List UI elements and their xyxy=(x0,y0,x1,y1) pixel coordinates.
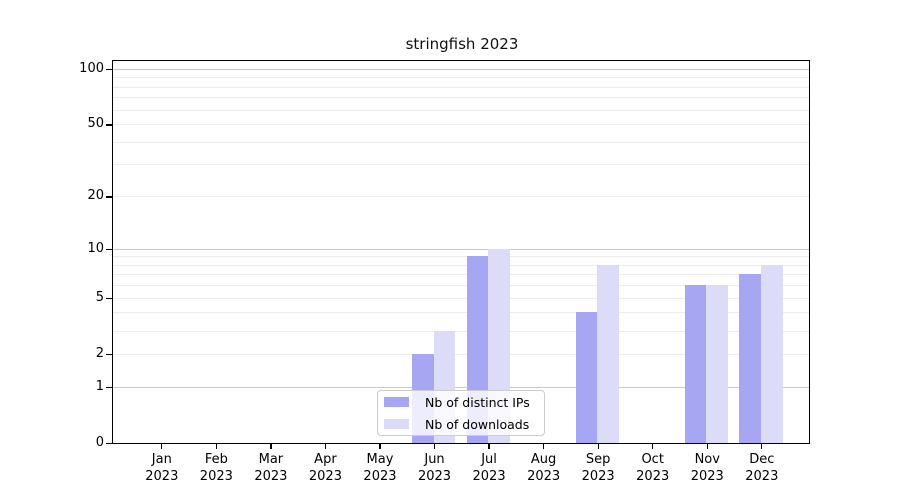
y-tick-5 xyxy=(106,297,112,300)
gridline-minor-80 xyxy=(113,86,809,88)
legend-item-distinct-ips: Nb of distinct IPs xyxy=(384,393,544,412)
y-tick-label-2: 2 xyxy=(95,346,104,362)
gridline-minor-8 xyxy=(113,264,809,266)
x-tick-label-Aug: Aug 2023 xyxy=(527,451,561,484)
gridline-major-10 xyxy=(113,248,809,250)
y-tick-20 xyxy=(106,196,112,198)
bar-distinct-ips-Nov xyxy=(684,285,707,443)
y-tick-1 xyxy=(106,386,112,389)
gridline-minor-9 xyxy=(113,256,809,258)
y-tick-label-50: 50 xyxy=(87,116,104,132)
x-tick-Aug xyxy=(542,443,545,450)
gridline-minor-7 xyxy=(113,274,809,276)
x-tick-label-Apr: Apr 2023 xyxy=(308,451,342,484)
gridline-minor-5 xyxy=(113,297,809,299)
gridline-major-100 xyxy=(113,68,809,70)
gridline-minor-50 xyxy=(113,124,809,126)
x-tick-Nov xyxy=(706,443,708,450)
x-tick-label-Dec: Dec 2023 xyxy=(745,451,779,484)
bar-downloads-Sep xyxy=(597,264,619,443)
x-tick-label-Jan: Jan 2023 xyxy=(145,451,179,484)
y-tick-0 xyxy=(106,443,112,445)
x-tick-label-Feb: Feb 2023 xyxy=(199,451,233,484)
legend-label-distinct-ips: Nb of distinct IPs xyxy=(425,394,530,410)
y-tick-label-1: 1 xyxy=(95,379,104,395)
gridline-minor-20 xyxy=(113,196,809,198)
y-tick-2 xyxy=(106,354,112,356)
gridline-major-1 xyxy=(113,386,809,388)
gridline-minor-2 xyxy=(113,353,809,355)
y-tick-50 xyxy=(106,124,112,126)
y-tick-label-0: 0 xyxy=(95,435,104,451)
x-tick-label-Jun: Jun 2023 xyxy=(417,451,452,484)
x-tick-label-May: May 2023 xyxy=(363,451,397,484)
x-tick-Jun xyxy=(433,443,436,450)
x-tick-May xyxy=(379,443,381,450)
bar-downloads-Dec xyxy=(761,264,783,443)
x-tick-label-Jul: Jul 2023 xyxy=(472,451,506,484)
x-tick-label-Nov: Nov 2023 xyxy=(690,451,724,484)
plot-area: Nb of distinct IPs Nb of downloads xyxy=(112,60,810,444)
x-tick-Mar xyxy=(270,443,272,450)
gridline-minor-40 xyxy=(113,141,809,143)
legend: Nb of distinct IPs Nb of downloads xyxy=(377,390,545,436)
legend-item-downloads: Nb of downloads xyxy=(384,415,544,434)
x-tick-Sep xyxy=(597,443,599,450)
gridline-minor-4 xyxy=(113,312,809,314)
x-tick-Jan xyxy=(161,443,163,450)
gridline-minor-70 xyxy=(113,97,809,99)
x-tick-label-Sep: Sep 2023 xyxy=(581,451,615,484)
x-tick-Feb xyxy=(215,443,217,450)
y-tick-label-100: 100 xyxy=(79,60,104,76)
y-tick-10 xyxy=(106,248,112,250)
gridline-minor-60 xyxy=(113,109,809,111)
gridline-minor-30 xyxy=(113,164,809,166)
x-tick-label-Mar: Mar 2023 xyxy=(254,451,288,484)
bar-distinct-ips-Sep xyxy=(575,312,598,443)
y-tick-100 xyxy=(106,68,112,71)
x-tick-Jul xyxy=(488,443,490,450)
bar-downloads-Nov xyxy=(706,285,729,443)
y-tick-label-20: 20 xyxy=(87,188,104,204)
bar-distinct-ips-Dec xyxy=(739,274,761,443)
x-tick-Dec xyxy=(761,443,763,450)
x-tick-Apr xyxy=(324,443,327,450)
legend-label-downloads: Nb of downloads xyxy=(425,416,530,432)
legend-swatch-distinct-ips xyxy=(384,397,409,407)
legend-swatch-downloads xyxy=(384,419,409,429)
x-tick-label-Oct: Oct 2023 xyxy=(636,451,670,484)
x-tick-Oct xyxy=(652,443,654,450)
gridline-minor-90 xyxy=(113,77,809,79)
chart-title: stringfish 2023 xyxy=(405,35,519,53)
gridline-minor-6 xyxy=(113,285,809,287)
y-tick-label-5: 5 xyxy=(95,289,104,305)
y-tick-label-10: 10 xyxy=(87,240,104,256)
gridline-minor-3 xyxy=(113,330,809,332)
